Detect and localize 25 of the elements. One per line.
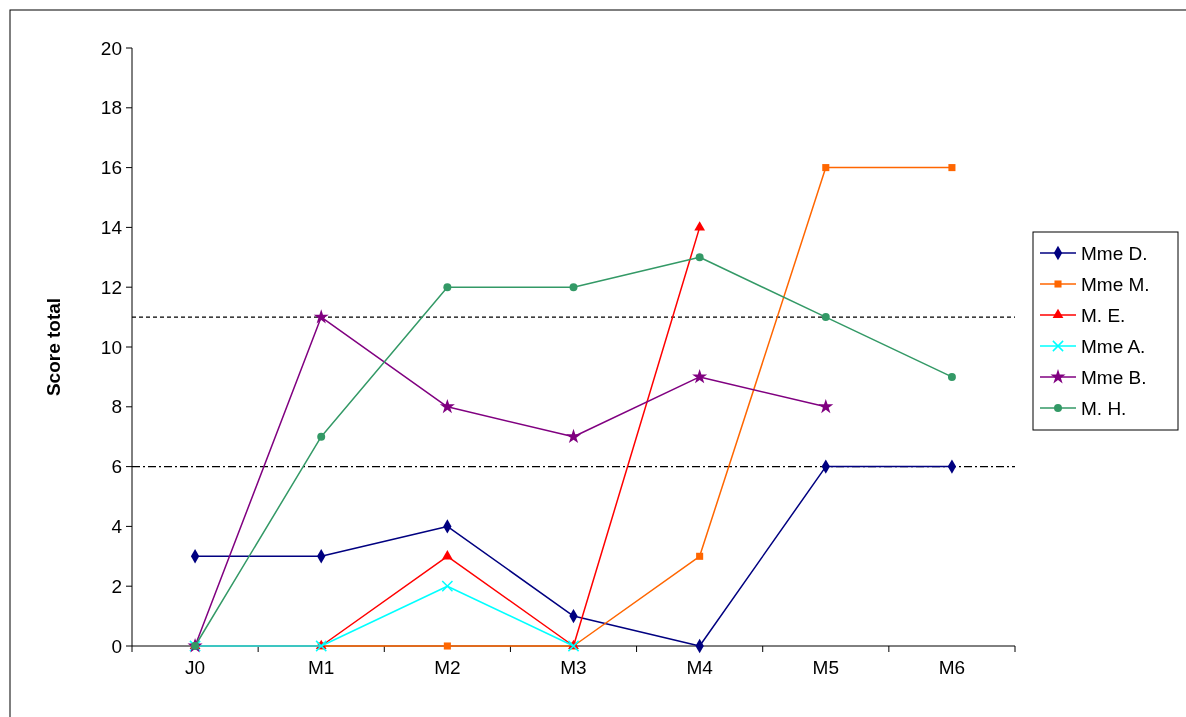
- x-tick-label: M1: [308, 657, 335, 678]
- y-tick-label: 14: [100, 217, 123, 239]
- y-tick-label: 0: [111, 635, 122, 657]
- legend-label: Mme D.: [1081, 242, 1148, 264]
- x-tick-label: M6: [938, 657, 966, 678]
- y-axis-title: Score total: [43, 297, 64, 397]
- y-tick-label: 18: [100, 97, 122, 119]
- x-tick-label: M2: [434, 657, 461, 678]
- x-tick-label: M5: [812, 657, 839, 678]
- legend-label: Mme A.: [1081, 335, 1146, 357]
- y-tick-label: 16: [100, 157, 122, 179]
- y-tick-label: 2: [111, 575, 122, 597]
- legend-label: M. E.: [1081, 304, 1126, 326]
- y-tick-label: 4: [111, 516, 123, 538]
- x-tick-label: M4: [686, 657, 714, 678]
- legend-label: Mme M.: [1081, 273, 1150, 295]
- x-tick-label: J0: [185, 657, 206, 678]
- y-tick-label: 12: [100, 276, 122, 298]
- y-tick-label: 8: [111, 396, 122, 418]
- legend-label: Mme B.: [1081, 366, 1147, 388]
- x-tick-label: M3: [560, 657, 587, 678]
- y-tick-label: 20: [100, 37, 122, 59]
- y-tick-label: 6: [111, 456, 122, 478]
- legend-label: M. H.: [1081, 397, 1127, 419]
- y-tick-label: 10: [100, 336, 122, 358]
